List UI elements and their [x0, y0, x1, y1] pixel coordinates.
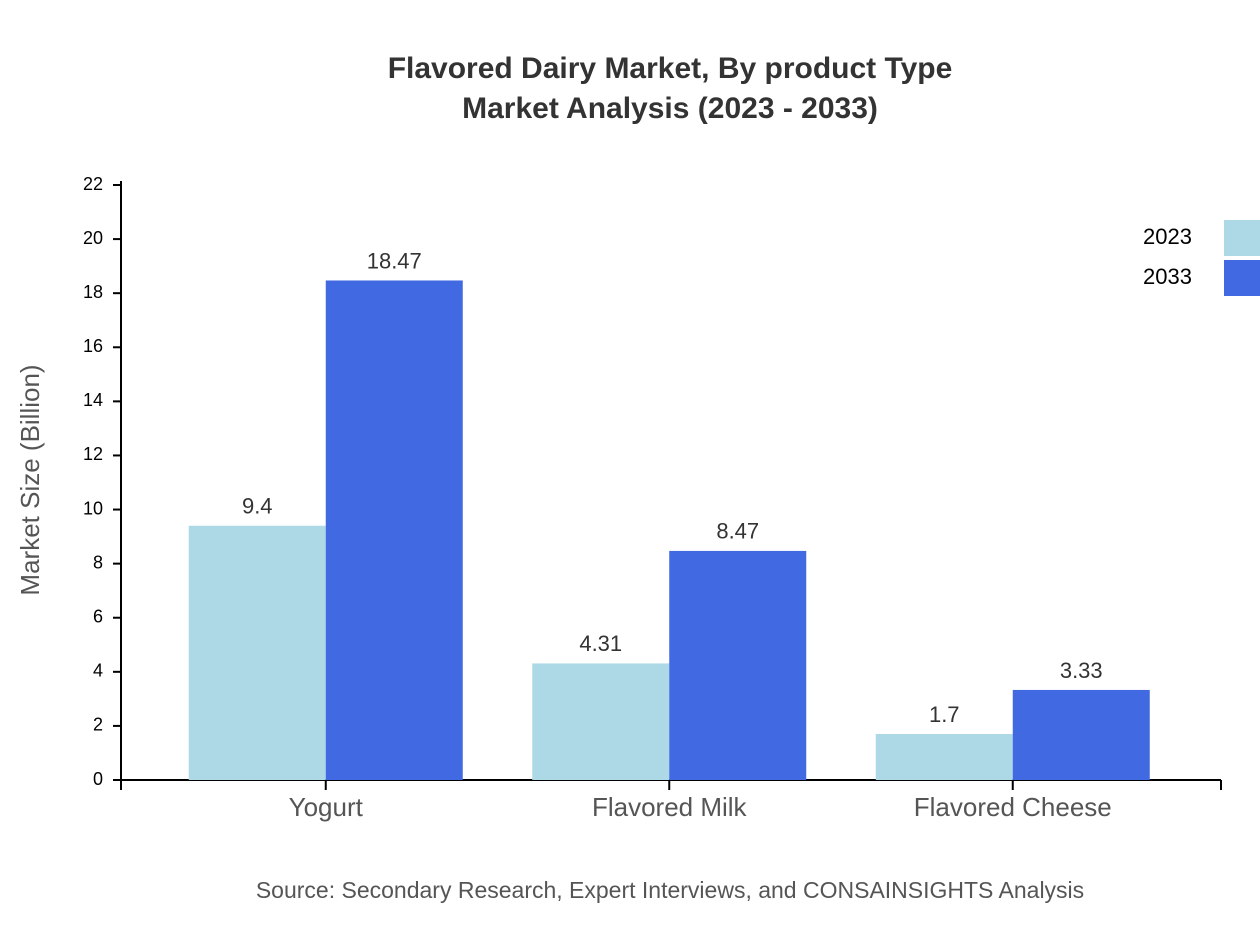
- legend-swatch: [1224, 220, 1260, 256]
- bar-value-label: 1.7: [929, 702, 960, 727]
- chart-title: Flavored Dairy Market, By product Type: [388, 52, 953, 85]
- bar-value-label: 3.33: [1060, 658, 1103, 683]
- bar-value-label: 4.31: [579, 631, 622, 656]
- y-tick-label: 12: [83, 444, 103, 464]
- bar: [325, 280, 463, 780]
- bar: [1012, 689, 1150, 780]
- y-tick-label: 8: [93, 552, 103, 572]
- legend-label: 2033: [1143, 264, 1192, 289]
- y-tick-label: 20: [83, 228, 103, 248]
- bar: [188, 525, 326, 780]
- bar-value-label: 9.4: [242, 494, 273, 519]
- y-tick-label: 6: [93, 606, 103, 626]
- x-tick-label: Yogurt: [289, 792, 364, 822]
- x-tick-label: Flavored Cheese: [914, 792, 1112, 822]
- y-tick-label: 18: [83, 282, 103, 302]
- legend-swatch: [1224, 260, 1260, 296]
- bar-value-label: 18.47: [367, 248, 422, 273]
- y-tick-label: 14: [83, 390, 103, 410]
- chart-subtitle: Market Analysis (2023 - 2033): [462, 92, 878, 125]
- bar: [875, 734, 1013, 780]
- y-tick-label: 0: [93, 769, 103, 789]
- y-tick-label: 2: [93, 715, 103, 735]
- y-tick-label: 16: [83, 336, 103, 356]
- legend-label: 2023: [1143, 224, 1192, 249]
- bar: [669, 550, 807, 780]
- bar-value-label: 8.47: [716, 519, 759, 544]
- y-axis-label: Market Size (Billion): [15, 364, 45, 595]
- y-tick-label: 10: [83, 498, 103, 518]
- y-tick-label: 22: [83, 174, 103, 194]
- source-note: Source: Secondary Research, Expert Inter…: [256, 877, 1084, 903]
- x-tick-label: Flavored Milk: [592, 792, 748, 822]
- bar: [532, 663, 670, 780]
- y-tick-label: 4: [93, 661, 103, 681]
